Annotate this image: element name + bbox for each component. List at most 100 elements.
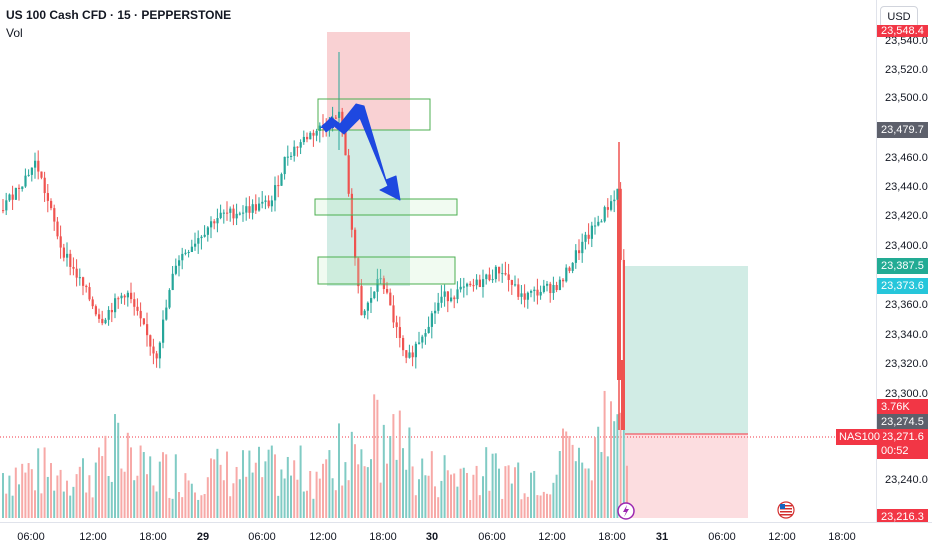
volume-indicator-label[interactable]: Vol	[6, 26, 23, 40]
candle-body	[216, 218, 219, 224]
volume-bar	[520, 499, 523, 518]
candle-body	[2, 210, 5, 212]
volume-bar	[587, 468, 590, 518]
volume-bar	[142, 452, 145, 518]
candle-body	[616, 188, 619, 200]
volume-bar	[149, 456, 152, 518]
candle-body	[149, 335, 152, 347]
volume-bar	[296, 479, 299, 518]
volume-bar	[459, 468, 462, 518]
candle-body	[117, 298, 120, 300]
demand-zone-box	[317, 256, 456, 285]
volume-bar	[280, 469, 283, 518]
candle-body	[603, 207, 606, 222]
candle-body	[200, 236, 203, 239]
volume-bar	[210, 458, 212, 518]
candle-body	[248, 206, 251, 213]
volume-bar	[136, 475, 139, 518]
volume-bar	[408, 427, 411, 518]
price-tag-level-4: 23,274.5	[877, 414, 928, 430]
us-flag-icon[interactable]	[777, 501, 795, 519]
candle-body	[203, 234, 206, 237]
candle-body	[594, 225, 597, 227]
candle-body	[360, 286, 363, 316]
volume-bar	[261, 477, 264, 518]
volume-bar	[30, 469, 33, 518]
volume-bar	[626, 465, 628, 518]
candle-body	[181, 253, 184, 261]
volume-bar	[558, 451, 561, 518]
target-zone-box	[314, 198, 458, 216]
candle-body	[178, 260, 181, 266]
candle-body	[395, 322, 398, 328]
volume-bar	[571, 444, 574, 518]
volume-bar	[98, 447, 100, 518]
volume-bar	[405, 469, 408, 518]
candle-body	[69, 253, 72, 267]
volume-bar	[82, 458, 84, 518]
time-axis-tick: 12:00	[538, 531, 566, 543]
lightning-icon[interactable]	[617, 502, 635, 520]
price-tag-bottom: 23,216.3	[877, 509, 928, 525]
volume-bar	[72, 486, 75, 518]
volume-bar	[360, 449, 363, 518]
currency-button[interactable]: USD	[880, 6, 918, 28]
candle-body	[27, 174, 30, 176]
volume-bar	[309, 470, 312, 518]
supply-zone-box	[317, 98, 431, 131]
candle-body	[315, 130, 318, 136]
price-chart[interactable]	[0, 0, 876, 522]
volume-bar	[101, 456, 104, 518]
volume-bar	[213, 459, 216, 518]
candle-body	[498, 266, 501, 274]
volume-bar	[267, 449, 270, 518]
candle-body	[194, 243, 197, 247]
volume-bar	[200, 495, 203, 518]
volume-bar	[206, 477, 209, 518]
time-axis[interactable]: 06:00 12:00 18:00 29 06:00 12:00 18:00 30 06:00 1…	[0, 522, 932, 551]
price-axis-tick: 23,540.0	[885, 35, 928, 47]
price-axis-tick: 23,520.0	[885, 64, 928, 76]
candle-body	[165, 307, 168, 320]
volume-bar	[190, 483, 193, 518]
volume-bar	[318, 478, 321, 518]
candle-body	[107, 309, 110, 320]
symbol-title[interactable]: US 100 Cash CFD · 15 · PEPPERSTONE	[6, 8, 232, 22]
candle-body	[174, 265, 177, 274]
chart-area[interactable]: US 100 Cash CFD · 15 · PEPPERSTONE Vol	[0, 0, 876, 522]
candle-body	[8, 194, 11, 201]
volume-bar	[517, 462, 520, 518]
candle-body	[517, 284, 520, 297]
volume-bar	[494, 453, 497, 518]
candle-body	[85, 285, 88, 288]
candle-body	[621, 360, 625, 430]
volume-bar	[152, 485, 155, 518]
time-axis-tick: 06:00	[478, 531, 506, 543]
time-axis-tick: 18:00	[828, 531, 856, 543]
volume-bar	[178, 491, 180, 518]
candle-body	[562, 279, 565, 282]
candle-body	[190, 246, 193, 252]
volume-bar	[622, 427, 625, 518]
candle-body	[37, 160, 40, 172]
volume-bar	[5, 493, 8, 518]
candle-body	[584, 234, 587, 242]
candle-body	[142, 318, 145, 325]
volume-bar	[510, 483, 513, 518]
volume-bar	[366, 467, 369, 518]
volume-bar	[370, 459, 372, 518]
volume-bar	[523, 493, 526, 518]
candle-body	[66, 253, 69, 258]
volume-bar	[126, 432, 129, 518]
volume-bar	[350, 431, 353, 518]
candle-body	[523, 293, 526, 300]
candle-body	[347, 155, 350, 194]
volume-bar	[187, 480, 190, 518]
candle-body	[578, 250, 581, 254]
volume-bar	[338, 423, 340, 518]
time-axis-tick: 18:00	[369, 531, 397, 543]
volume-bar	[155, 491, 158, 518]
volume-bar	[546, 493, 548, 518]
candle-body	[146, 324, 149, 336]
candle-body	[197, 238, 200, 244]
